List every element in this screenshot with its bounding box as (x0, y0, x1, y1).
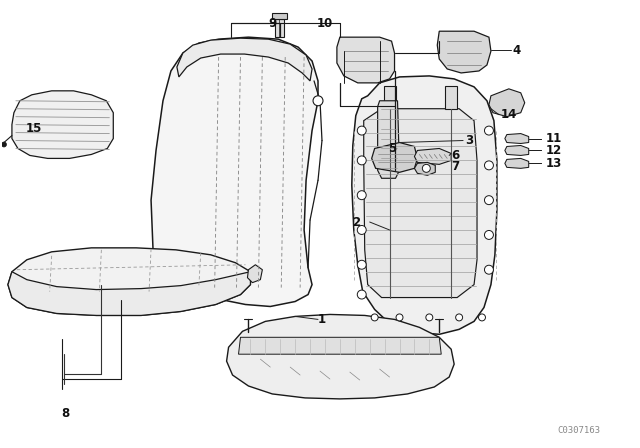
Text: 4: 4 (513, 43, 521, 56)
Polygon shape (275, 19, 284, 37)
Circle shape (456, 314, 463, 321)
Text: 13: 13 (545, 157, 562, 170)
Text: 7: 7 (451, 160, 460, 173)
Polygon shape (378, 101, 399, 178)
Text: 12: 12 (545, 144, 562, 157)
Circle shape (357, 191, 366, 200)
Text: 11: 11 (545, 132, 562, 145)
Circle shape (357, 156, 366, 165)
Text: 6: 6 (451, 149, 460, 162)
Polygon shape (505, 146, 529, 155)
Circle shape (426, 314, 433, 321)
Polygon shape (415, 162, 435, 175)
Polygon shape (437, 31, 491, 73)
Polygon shape (415, 148, 451, 164)
Polygon shape (505, 159, 529, 168)
Polygon shape (352, 76, 497, 334)
Circle shape (484, 230, 493, 239)
Polygon shape (337, 37, 394, 83)
Circle shape (357, 290, 366, 299)
Text: 15: 15 (26, 122, 42, 135)
Circle shape (396, 314, 403, 321)
Text: 1: 1 (318, 313, 326, 326)
Text: 8: 8 (61, 407, 70, 420)
Polygon shape (239, 337, 441, 354)
Circle shape (422, 164, 430, 172)
Polygon shape (248, 265, 262, 283)
Circle shape (313, 96, 323, 106)
Text: 10: 10 (317, 17, 333, 30)
Polygon shape (364, 109, 477, 297)
Text: 9: 9 (268, 17, 276, 30)
Polygon shape (272, 13, 287, 19)
Polygon shape (12, 91, 113, 159)
Text: 2: 2 (352, 215, 360, 228)
Circle shape (371, 314, 378, 321)
Polygon shape (177, 38, 312, 81)
Polygon shape (151, 37, 318, 306)
Circle shape (479, 314, 486, 321)
Polygon shape (445, 86, 457, 109)
Polygon shape (505, 134, 529, 143)
Circle shape (484, 126, 493, 135)
Text: 5: 5 (388, 142, 396, 155)
Circle shape (357, 126, 366, 135)
Circle shape (357, 225, 366, 234)
Circle shape (484, 196, 493, 205)
Circle shape (357, 260, 366, 269)
Polygon shape (383, 86, 396, 109)
Circle shape (484, 265, 493, 274)
Polygon shape (8, 248, 250, 315)
Circle shape (1, 142, 6, 147)
Polygon shape (227, 314, 454, 399)
Text: 3: 3 (465, 134, 473, 147)
Polygon shape (489, 89, 525, 116)
Polygon shape (8, 271, 250, 315)
Polygon shape (372, 142, 417, 172)
Text: C0307163: C0307163 (557, 426, 600, 435)
Circle shape (484, 161, 493, 170)
Text: 14: 14 (501, 108, 517, 121)
